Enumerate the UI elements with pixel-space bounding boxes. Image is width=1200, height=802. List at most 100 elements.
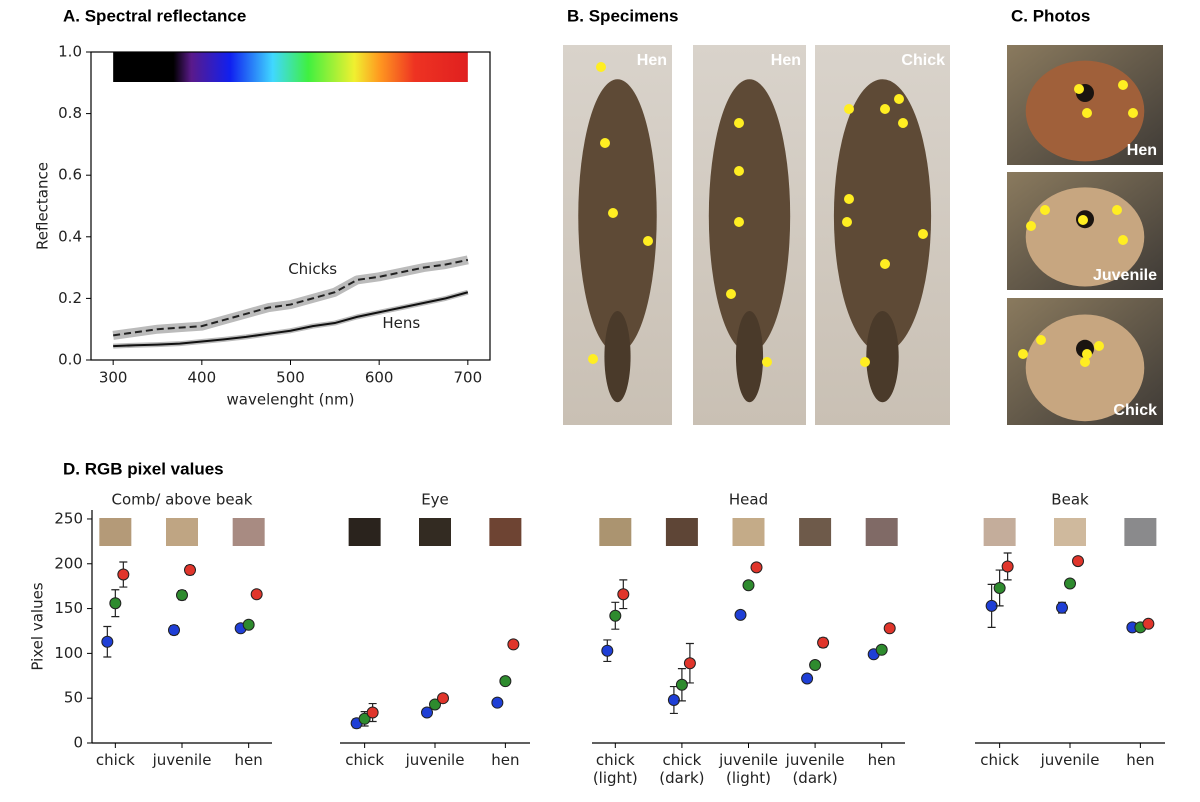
sample-dot bbox=[918, 229, 928, 239]
sample-dot bbox=[608, 208, 618, 218]
specimen-body bbox=[833, 79, 932, 353]
dot bbox=[617, 588, 630, 601]
x-tick-label: chick (dark) bbox=[659, 751, 705, 787]
panel-title: B. Specimens bbox=[567, 6, 679, 25]
x-tick-label: 400 bbox=[188, 369, 217, 387]
sample-dot bbox=[1078, 215, 1088, 225]
x-tick-label: juvenile bbox=[405, 751, 465, 769]
sample-dot bbox=[1094, 341, 1104, 351]
photo-label: Hen bbox=[1127, 142, 1157, 159]
dot bbox=[491, 696, 504, 709]
specimen-tail bbox=[866, 311, 899, 403]
x-tick-label: juvenile bbox=[1040, 751, 1100, 769]
x-tick-label: juvenile (light) bbox=[719, 751, 778, 787]
sample-dot bbox=[1118, 235, 1128, 245]
panel-title: A. Spectral reflectance bbox=[63, 6, 246, 25]
y-tick-label: 250 bbox=[54, 509, 83, 527]
sample-dot bbox=[1040, 205, 1050, 215]
specimen-body bbox=[578, 79, 657, 353]
sample-dot bbox=[734, 217, 744, 227]
dot bbox=[742, 579, 755, 592]
panel-title: D. RGB pixel values bbox=[63, 459, 224, 478]
sample-dot bbox=[1074, 84, 1084, 94]
dot bbox=[734, 608, 747, 621]
color-swatch bbox=[348, 518, 381, 546]
dot bbox=[750, 561, 763, 574]
line bbox=[113, 258, 469, 337]
dot bbox=[109, 597, 122, 610]
sample-dot bbox=[1080, 357, 1090, 367]
dot bbox=[1001, 560, 1014, 573]
dot bbox=[499, 675, 512, 688]
dot bbox=[809, 659, 822, 672]
x-tick-label: chick bbox=[95, 751, 135, 769]
dot bbox=[683, 657, 696, 670]
dot bbox=[993, 581, 1006, 594]
color-swatch bbox=[1124, 518, 1157, 546]
color-swatch bbox=[1054, 518, 1086, 546]
color-swatch bbox=[599, 518, 632, 546]
y-tick-label: 0.0 bbox=[58, 351, 82, 369]
sample-dot bbox=[894, 94, 904, 104]
photo-label: Chick bbox=[1113, 402, 1157, 419]
y-tick-label: 0 bbox=[73, 734, 83, 752]
sample-dot bbox=[1112, 205, 1122, 215]
dot bbox=[1072, 555, 1084, 568]
x-tick-label: chick bbox=[345, 751, 385, 769]
dot bbox=[1056, 601, 1068, 614]
dot bbox=[101, 635, 114, 648]
dot bbox=[1064, 577, 1076, 590]
y-tick-label: 1.0 bbox=[58, 43, 82, 61]
sample-dot bbox=[1082, 108, 1092, 118]
x-tick-label: chick (light) bbox=[592, 751, 638, 787]
sample-dot bbox=[1036, 335, 1046, 345]
dot bbox=[366, 706, 379, 719]
color-swatch bbox=[865, 518, 898, 546]
sample-dot bbox=[844, 104, 854, 114]
color-swatch bbox=[732, 518, 765, 546]
y-tick-label: 0.2 bbox=[58, 289, 82, 307]
sample-dot bbox=[600, 138, 610, 148]
sample-dot bbox=[1018, 349, 1028, 359]
sample-dot bbox=[1026, 221, 1036, 231]
dot bbox=[817, 636, 830, 649]
series-label: Hens bbox=[382, 314, 420, 332]
sample-dot bbox=[726, 289, 736, 299]
dot bbox=[242, 618, 255, 631]
specimen-tail bbox=[604, 311, 631, 403]
series-label: Chicks bbox=[288, 260, 337, 278]
axes-frame bbox=[90, 51, 491, 361]
dot bbox=[601, 644, 614, 657]
y-tick-label: 50 bbox=[64, 689, 83, 707]
photo-label: Juvenile bbox=[1093, 267, 1157, 284]
x-tick-label: hen bbox=[234, 751, 263, 769]
dot bbox=[176, 589, 188, 602]
y-tick-label: 0.6 bbox=[58, 166, 82, 184]
y-tick-label: 0.4 bbox=[58, 227, 82, 245]
color-swatch bbox=[419, 518, 451, 546]
x-tick-label: 500 bbox=[276, 369, 305, 387]
line bbox=[113, 291, 469, 348]
dot bbox=[609, 609, 622, 622]
dot bbox=[985, 599, 998, 612]
x-tick-label: juvenile bbox=[152, 751, 212, 769]
specimen-body bbox=[708, 79, 791, 353]
specimen-label: Hen bbox=[771, 52, 801, 69]
specimen-tail bbox=[735, 311, 764, 403]
dot bbox=[437, 692, 449, 705]
y-tick-label: 200 bbox=[54, 554, 83, 572]
subplot-title: Comb/ above beak bbox=[112, 491, 253, 509]
y-tick-label: 0.8 bbox=[58, 104, 82, 122]
dot bbox=[358, 712, 371, 725]
x-tick-label: juvenile (dark) bbox=[785, 751, 845, 787]
subplot-title: Eye bbox=[421, 491, 449, 509]
sample-dot bbox=[596, 62, 606, 72]
y-tick-label: 100 bbox=[54, 644, 83, 662]
x-axis-label: wavelenght (nm) bbox=[227, 391, 355, 409]
dot bbox=[429, 698, 441, 711]
x-tick-label: hen bbox=[491, 751, 520, 769]
color-swatch bbox=[665, 518, 698, 546]
x-tick-label: 700 bbox=[454, 369, 483, 387]
